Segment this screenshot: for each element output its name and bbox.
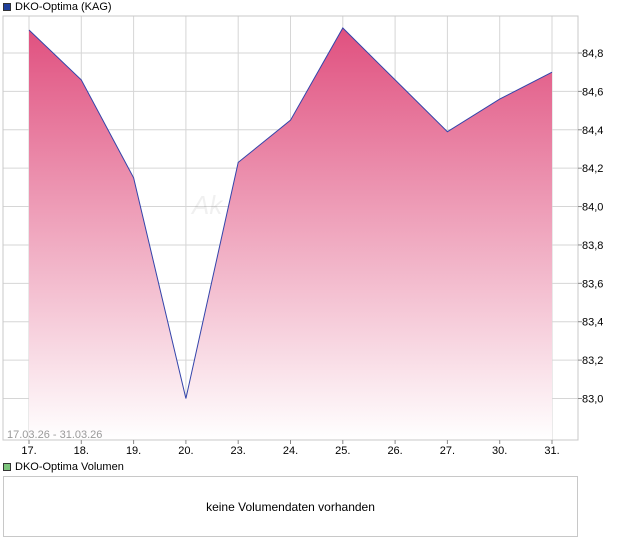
y-tick-label: 83,4	[582, 317, 603, 329]
volume-legend: DKO-Optima Volumen	[3, 460, 124, 474]
price-legend: DKO-Optima (KAG)	[3, 0, 112, 14]
price-chart: Ak 83,0 83,2 83,4 83,6 83,8 84,0 84,2 84,4 84,6 8…	[2, 15, 603, 457]
price-area	[29, 28, 552, 440]
x-tick-label: 24.	[283, 445, 298, 457]
volume-panel: keine Volumendaten vorhanden	[3, 476, 578, 537]
x-tick-label: 30.	[492, 445, 507, 457]
price-legend-swatch	[3, 3, 11, 11]
x-tick-label: 23.	[231, 445, 246, 457]
y-tick-label: 84,0	[582, 202, 603, 214]
y-tick-label: 83,2	[582, 355, 603, 367]
x-tick-label: 31.	[544, 445, 559, 457]
date-range-label: 17.03.26 - 31.03.26	[7, 429, 102, 441]
volume-legend-label: DKO-Optima Volumen	[15, 461, 124, 473]
x-tick-label: 27.	[440, 445, 455, 457]
volume-empty-message: keine Volumendaten vorhanden	[206, 499, 375, 514]
y-tick-label: 84,2	[582, 163, 603, 175]
x-tick-label: 20.	[178, 445, 193, 457]
watermark-text: Ak	[190, 190, 224, 220]
y-tick-label: 84,4	[582, 125, 603, 137]
x-tick-label: 26.	[387, 445, 402, 457]
y-tick-label: 83,0	[582, 394, 603, 406]
price-legend-label: DKO-Optima (KAG)	[15, 1, 112, 13]
volume-legend-swatch	[3, 463, 11, 471]
y-tick-label: 83,6	[582, 278, 603, 290]
y-tick-label: 84,8	[582, 48, 603, 60]
y-tick-label: 84,6	[582, 86, 603, 98]
y-tick-label: 83,8	[582, 240, 603, 252]
x-tick-label: 19.	[126, 445, 141, 457]
x-tick-label: 17.	[21, 445, 36, 457]
x-tick-label: 18.	[74, 445, 89, 457]
price-line	[28, 27, 553, 399]
x-tick-label: 25.	[335, 445, 350, 457]
